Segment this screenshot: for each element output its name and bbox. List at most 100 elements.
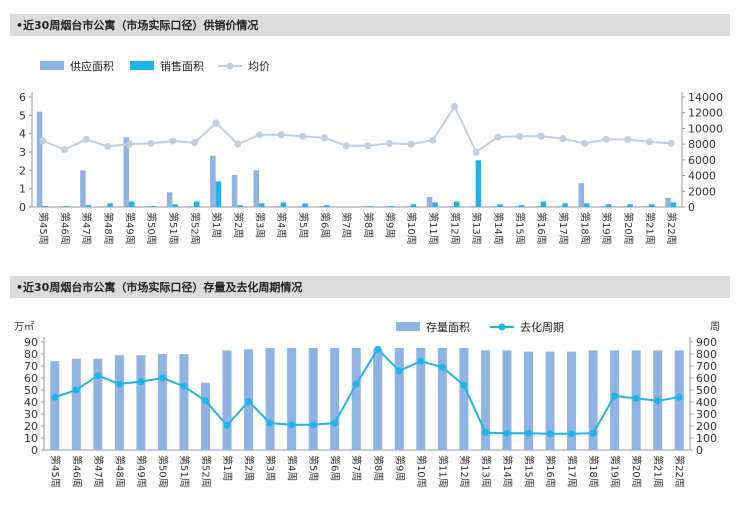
y-tick-label: 60 [24,372,38,385]
y2-tick-label: 14000 [688,91,723,104]
y2-tick-label: 0 [696,444,703,457]
point-去化周期 [72,386,80,394]
y2-tick-label: 800 [696,348,717,361]
y-tick-label: 80 [24,348,38,361]
point-去化周期 [352,380,360,388]
y2-tick-label: 12000 [688,107,723,120]
category-label: 第8周 [372,455,385,481]
category-label: 第19周 [600,212,613,245]
point-去化周期 [675,393,683,401]
bar-销售面积 [302,203,308,207]
bar-销售面积 [454,201,460,207]
bar-销售面积 [237,205,243,207]
bar-供应面积 [36,111,43,207]
y2-tick-label: 100 [696,432,717,445]
category-label: 第18周 [587,455,600,488]
bar-存量面积 [308,348,318,450]
category-label: 第9周 [384,212,397,238]
category-label: 第15周 [523,455,536,488]
category-label: 第22周 [673,455,686,488]
bar-供应面积 [145,206,151,207]
category-label: 第51周 [178,455,191,488]
legend-swatch-存量面积 [396,322,420,331]
point-均价 [342,142,350,150]
point-去化周期 [51,393,59,401]
category-label: 第16周 [544,455,557,488]
bar-销售面积 [389,206,395,207]
bar-供应面积 [275,206,281,207]
chart1-title-bar: •近30周烟台市公寓（市场实际口径）供销价情况 [10,14,730,36]
legend-label: 存量面积 [426,320,470,334]
category-label: 第5周 [307,455,320,481]
y2-tick-label: 6000 [688,154,716,167]
bar-销售面积 [367,206,373,207]
bar-供应面积 [296,206,303,207]
point-去化周期 [632,394,640,402]
bar-存量面积 [93,358,103,450]
bar-供应面积 [405,206,411,207]
chart2-title-bar: •近30周烟台市公寓（市场实际口径）存量及去化周期情况 [10,276,730,298]
bar-销售面积 [475,160,482,207]
point-去化周期 [654,397,662,405]
point-均价 [494,133,502,141]
point-去化周期 [481,429,489,437]
chart1-title: •近30周烟台市公寓（市场实际口径）供销价情况 [16,19,259,32]
bar-销售面积 [64,206,70,207]
y-axis-label: 万㎡ [14,321,34,333]
y-tick-label: 30 [24,408,38,421]
category-label: 第21周 [644,212,657,245]
y-tick-label: 6 [19,91,26,104]
category-label: 第18周 [579,212,592,245]
bar-销售面积 [584,203,590,207]
bar-存量面积 [610,350,620,450]
bar-销售面积 [649,204,655,207]
point-均价 [386,139,393,147]
point-均价 [537,132,545,140]
point-均价 [82,135,90,143]
point-均价 [299,132,307,140]
category-label: 第1周 [210,212,223,238]
category-label: 第11周 [436,455,449,488]
bar-销售面积 [432,202,438,207]
category-label: 第48周 [102,212,115,245]
legend-label: 均价 [248,60,270,73]
point-均价 [126,140,133,148]
bar-供应面积 [101,206,108,207]
bar-存量面积 [480,350,490,450]
point-去化周期 [331,419,339,427]
point-去化周期 [94,372,102,380]
category-label: 第4周 [286,455,299,481]
category-label: 第6周 [319,212,332,238]
bar-存量面积 [222,350,232,450]
bar-供应面积 [513,206,519,207]
legend-swatch-供应面积 [40,61,64,70]
point-去化周期 [395,367,403,375]
chart2-title: •近30周烟台市公寓（市场实际口径）存量及去化周期情况 [16,281,303,294]
point-去化周期 [438,363,446,371]
bar-销售面积 [410,204,417,207]
bar-存量面积 [157,354,167,450]
bar-存量面积 [136,355,146,450]
bar-销售面积 [280,202,287,207]
bar-销售面积 [107,203,113,207]
category-label: 第8周 [362,212,375,238]
bar-供应面积 [361,206,368,207]
point-均价 [429,136,437,144]
bar-存量面积 [588,350,598,450]
y2-tick-label: 8000 [688,138,716,151]
category-label: 第14周 [501,455,514,488]
y2-tick-label: 0 [688,201,695,214]
y-tick-label: 5 [19,109,26,122]
point-均价 [212,119,220,127]
y2-tick-label: 10000 [688,122,723,135]
point-去化周期 [245,397,253,405]
point-均价 [321,134,328,142]
bar-供应面积 [556,206,563,207]
y2-tick-label: 4000 [688,170,716,183]
y-tick-label: 90 [24,336,38,349]
bar-存量面积 [373,349,383,450]
point-去化周期 [503,429,511,437]
bar-销售面积 [85,205,92,207]
bar-销售面积 [129,201,135,207]
point-均价 [39,137,47,145]
